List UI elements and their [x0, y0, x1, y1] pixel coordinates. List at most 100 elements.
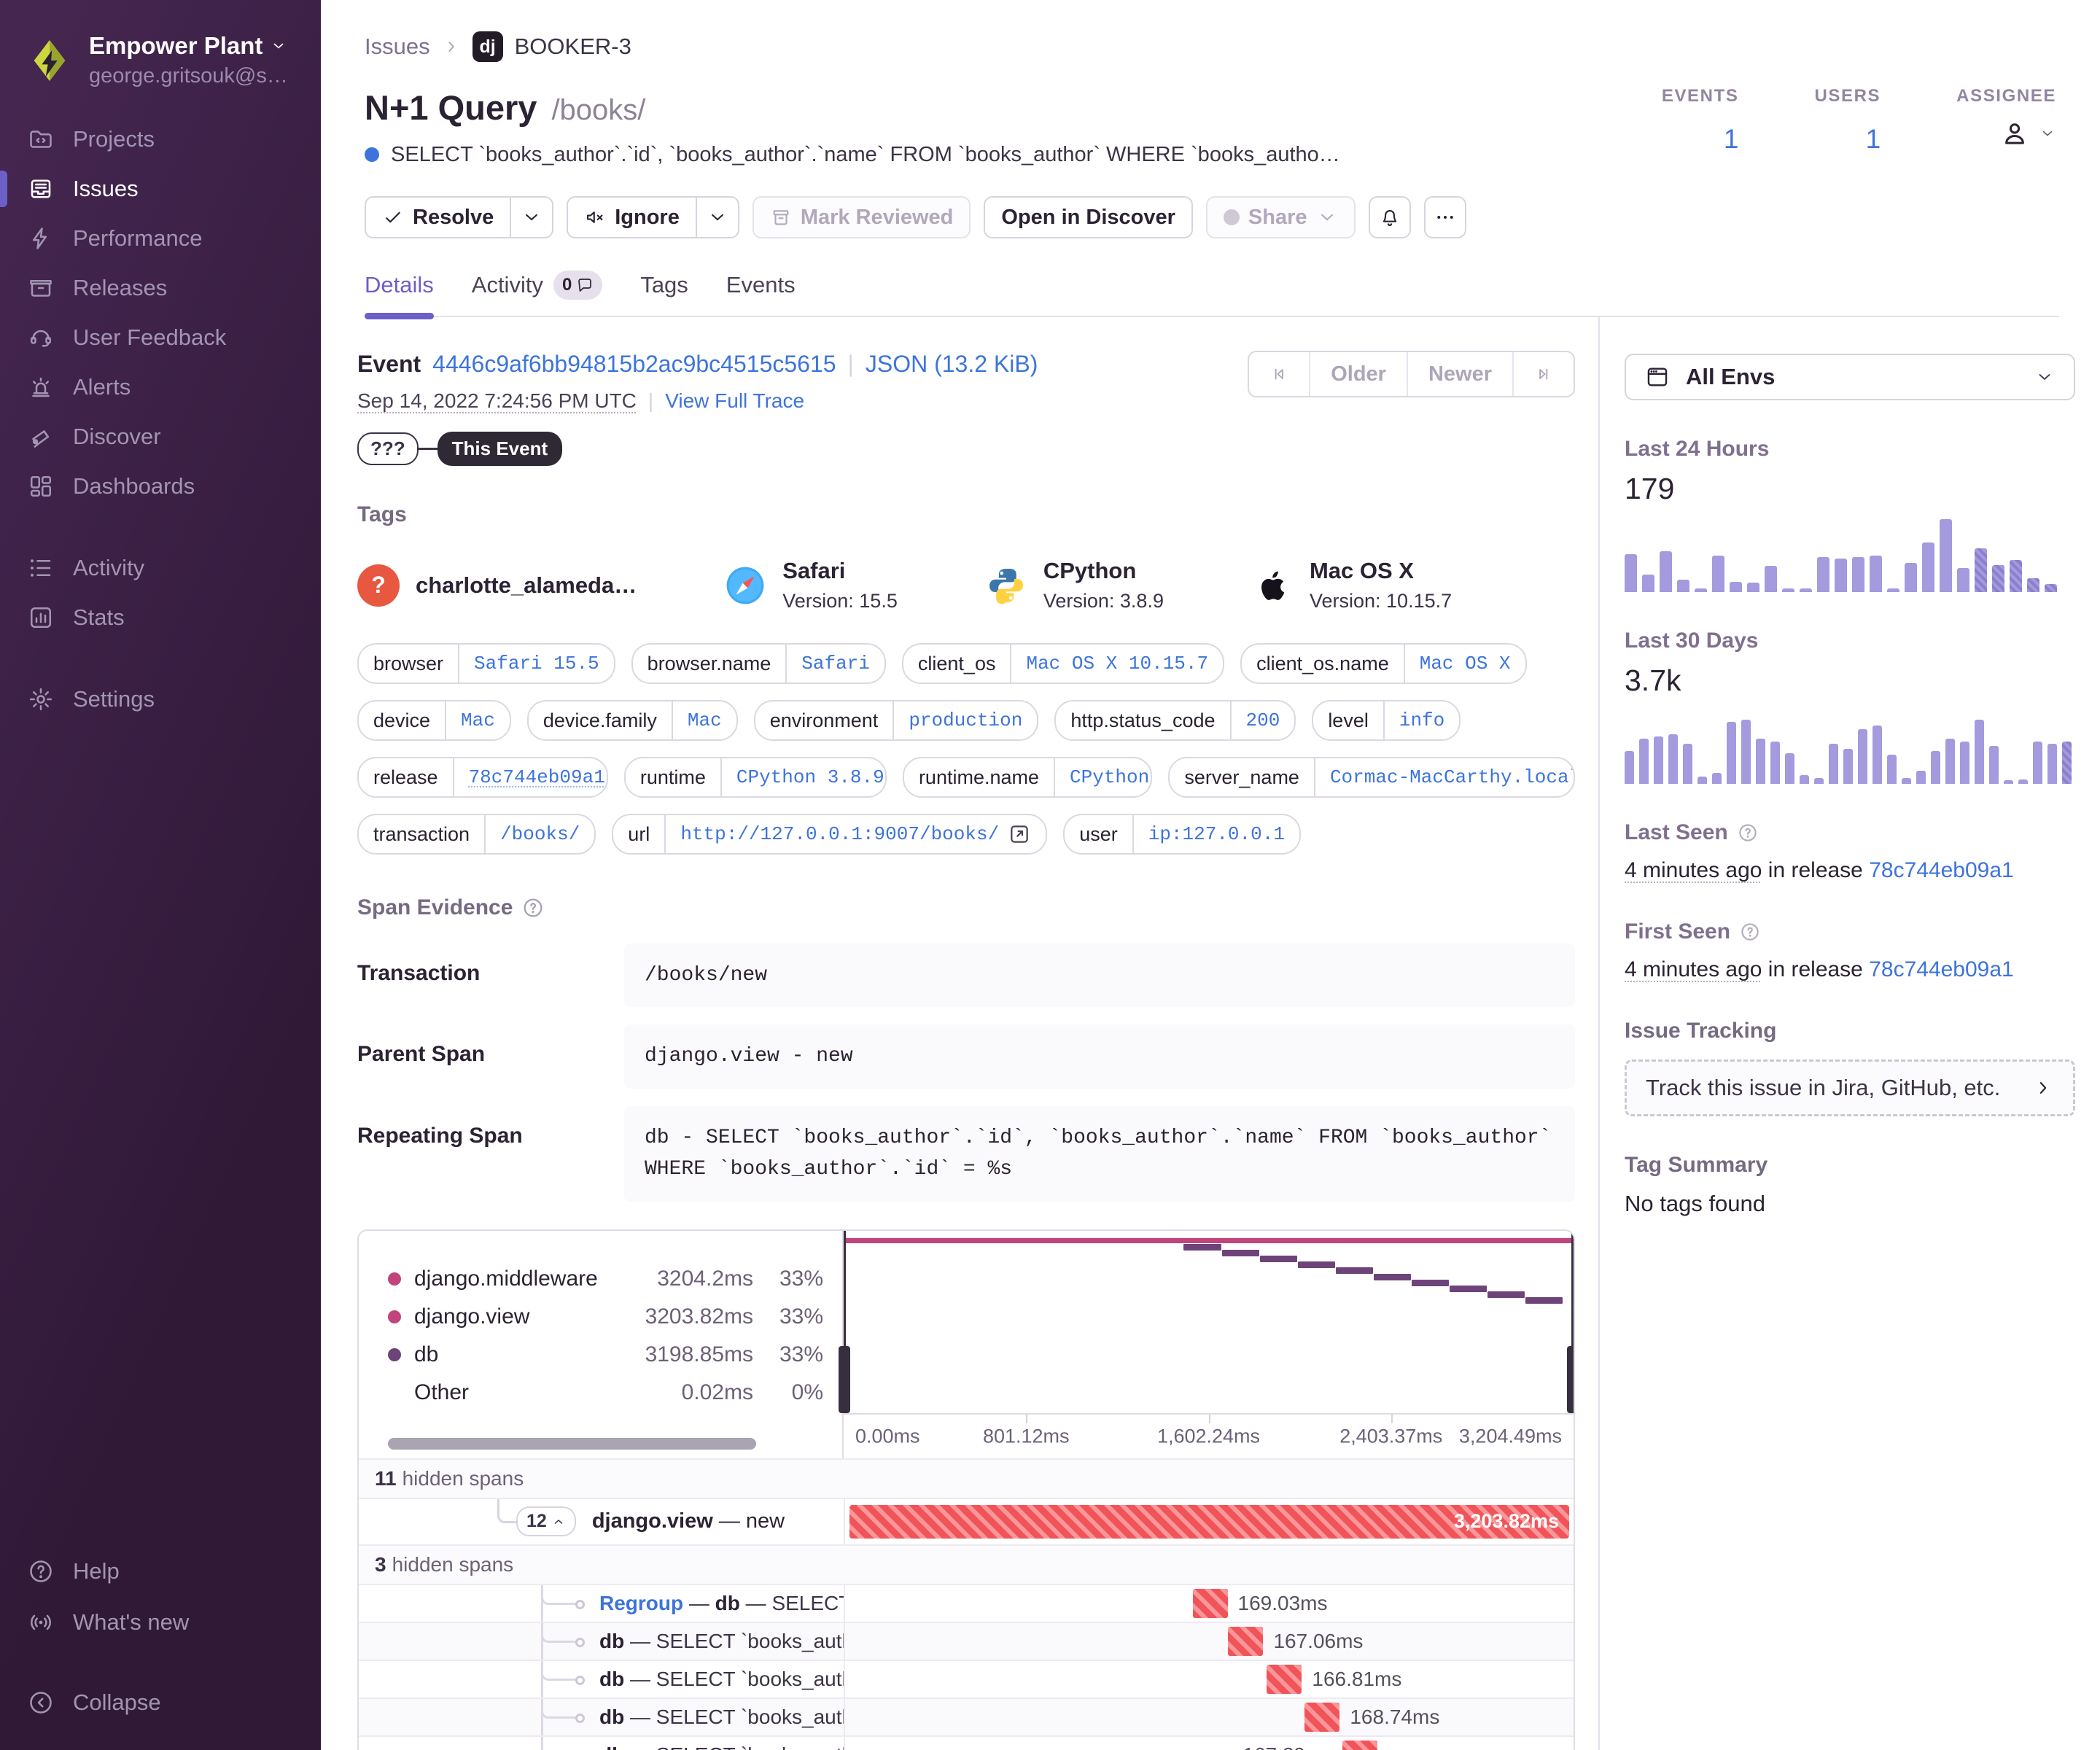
span-group-link[interactable]: Regroup — [599, 1591, 684, 1614]
tag-pill-runtime-name[interactable]: runtime.name CPython — [902, 757, 1153, 798]
sidebar-item-user-feedback[interactable]: User Feedback — [0, 313, 321, 362]
ignore-dropdown-button[interactable] — [696, 196, 739, 238]
minimap-span-dash — [1259, 1255, 1297, 1262]
span-row-db[interactable]: db — SELECT `books_author`167.06ms — [359, 1621, 1574, 1660]
tag-pill-release[interactable]: release 78c744eb09a1 — [357, 757, 608, 798]
minimap-right-handle[interactable] — [1567, 1345, 1574, 1413]
span-row-db[interactable]: db — SELECT `books_author`168.74ms — [359, 1697, 1574, 1735]
mark-reviewed-button[interactable]: Mark Reviewed — [752, 196, 971, 238]
collapse-group-button[interactable]: 12 — [516, 1506, 576, 1537]
tab-events[interactable]: Events — [726, 272, 796, 298]
sidebar-item-help[interactable]: Help — [0, 1546, 321, 1597]
sidebar-item-what-s-new[interactable]: What's new — [0, 1597, 321, 1648]
span-row-db-regroup[interactable]: Regroup — db — SELECT `boo169.03ms — [359, 1583, 1574, 1622]
org-name: Empower Plant — [89, 32, 263, 59]
newest-event-button[interactable] — [1512, 352, 1574, 396]
tag-pill-browser-name[interactable]: browser.name Safari — [631, 643, 886, 684]
breadcrumb-issues[interactable]: Issues — [365, 34, 430, 59]
sidebar-item-issues[interactable]: Issues — [0, 164, 321, 214]
tag-pill-browser[interactable]: browser Safari 15.5 — [357, 643, 615, 684]
sidebar-item-collapse[interactable]: Collapse — [0, 1677, 321, 1728]
featured-tag-safari[interactable]: Safari Version: 15.5 — [724, 558, 898, 612]
histogram-bar — [1960, 742, 1969, 784]
tag-pill-runtime[interactable]: runtime CPython 3.8.9 — [623, 757, 887, 798]
separator: | — [847, 351, 854, 377]
histogram-bar — [1843, 749, 1853, 784]
first-seen-release-link[interactable]: 78c744eb09a1 — [1869, 957, 2014, 981]
tab-tags[interactable]: Tags — [640, 272, 688, 298]
hidden-spans-row[interactable]: 3 hidden spans — [359, 1544, 1574, 1584]
sidebar-item-discover[interactable]: Discover — [0, 412, 321, 462]
featured-tag-cpython[interactable]: CPython Version: 3.8.9 — [985, 558, 1164, 612]
issue-tracking-cta[interactable]: Track this issue in Jira, GitHub, etc. — [1625, 1059, 2075, 1116]
event-pager: Older Newer — [1248, 351, 1575, 397]
tag-pill-transaction[interactable]: transaction/books/ — [357, 814, 596, 855]
tag-pill-url[interactable]: url http://127.0.0.1:9007/books/ — [612, 814, 1048, 855]
assignee-selector[interactable] — [1956, 118, 2056, 149]
help-circle-icon[interactable] — [1737, 822, 1759, 844]
newer-event-button[interactable]: Newer — [1406, 352, 1512, 396]
span-row-db[interactable]: db — SELECT `books_author`167.29ms — [359, 1735, 1574, 1750]
this-event-pill[interactable]: This Event — [437, 432, 563, 466]
minimap-span-dash — [1487, 1291, 1525, 1299]
hidden-spans-row[interactable]: 11 hidden spans — [359, 1458, 1574, 1498]
legend-dot-icon — [388, 1348, 401, 1361]
view-full-trace-link[interactable]: View Full Trace — [665, 389, 805, 412]
open-in-discover-button[interactable]: Open in Discover — [984, 196, 1193, 238]
horizontal-scrollbar[interactable] — [388, 1437, 756, 1450]
users-count[interactable]: 1 — [1865, 124, 1881, 154]
trace-unknown-pill[interactable]: ??? — [357, 432, 419, 465]
tag-pill-level[interactable]: level info — [1312, 700, 1461, 741]
histogram-bar — [1785, 753, 1794, 784]
last-seen-label: Last Seen — [1625, 820, 1728, 844]
sidebar-item-stats[interactable]: Stats — [0, 593, 321, 642]
sidebar-item-performance[interactable]: Performance — [0, 214, 321, 263]
minimap-span-dash — [1411, 1279, 1449, 1286]
org-switcher[interactable]: Empower Plant george.gritsouk@s… — [0, 25, 321, 114]
tag-pill-user[interactable]: user ip:127.0.0.1 — [1063, 814, 1301, 855]
older-event-button[interactable]: Older — [1309, 352, 1407, 396]
event-id-link[interactable]: 4446c9af6bb94815b2ac9bc4515c5615 — [432, 351, 836, 377]
tag-pill-server-name[interactable]: server_name Cormac-MacCarthy.local — [1168, 757, 1575, 798]
ignore-button[interactable]: Ignore — [567, 196, 697, 238]
last-seen-release-link[interactable]: 78c744eb09a1 — [1869, 858, 2014, 882]
bubble-icon — [578, 279, 592, 292]
sidebar-item-settings[interactable]: Settings — [0, 674, 321, 724]
sidebar-item-projects[interactable]: Projects — [0, 114, 321, 164]
sidebar-item-activity[interactable]: Activity — [0, 543, 321, 593]
histogram-bar — [1741, 720, 1751, 784]
tag-pill-device[interactable]: device Mac — [357, 700, 511, 741]
environment-selector[interactable]: All Envs — [1625, 354, 2075, 400]
share-button[interactable]: Share — [1205, 196, 1356, 238]
featured-tag-mac-os-x[interactable]: Mac OS X Version: 10.15.7 — [1251, 558, 1452, 612]
more-actions-button[interactable] — [1423, 196, 1466, 238]
span-duration-bar — [1342, 1740, 1378, 1750]
tree-guide-line — [541, 1584, 543, 1622]
resolve-dropdown-button[interactable] — [511, 196, 554, 238]
featured-tag-charlotte-alameda-[interactable]: ? charlotte_alameda… — [357, 564, 637, 607]
oldest-event-button[interactable] — [1249, 352, 1309, 396]
sidebar-item-dashboards[interactable]: Dashboards — [0, 462, 321, 511]
tab-details[interactable]: Details — [365, 271, 434, 319]
sidebar-item-alerts[interactable]: Alerts — [0, 362, 321, 412]
histogram-bar — [1872, 726, 1882, 784]
tag-pill-http-status-code[interactable]: http.status_code 200 — [1054, 700, 1296, 741]
tab-activity[interactable]: Activity 0 — [472, 271, 603, 316]
tag-pill-environment[interactable]: environment production — [753, 700, 1039, 741]
span-minimap[interactable] — [839, 1230, 1574, 1413]
span-group-row-django-view[interactable]: 12 django.view — new 3,203.82ms — [359, 1497, 1574, 1544]
json-download-link[interactable]: JSON (13.2 KiB) — [865, 351, 1038, 377]
minimap-left-handle[interactable] — [839, 1345, 850, 1413]
tag-pill-device-family[interactable]: device.family Mac — [526, 700, 738, 741]
sidebar-item-label: What's new — [73, 1609, 190, 1635]
performance-icon — [32, 228, 47, 249]
help-circle-icon[interactable] — [1739, 921, 1761, 943]
resolve-button[interactable]: Resolve — [365, 196, 512, 238]
span-row-db[interactable]: db — SELECT `books_author`166.81ms — [359, 1659, 1574, 1698]
sidebar-item-releases[interactable]: Releases — [0, 263, 321, 313]
tag-pill-client-os[interactable]: client_os Mac OS X 10.15.7 — [901, 643, 1225, 684]
help-circle-icon[interactable] — [521, 896, 545, 919]
subscribe-button[interactable] — [1368, 196, 1411, 238]
tag-pill-client-os-name[interactable]: client_os.name Mac OS X — [1240, 643, 1527, 684]
events-count[interactable]: 1 — [1723, 124, 1739, 154]
